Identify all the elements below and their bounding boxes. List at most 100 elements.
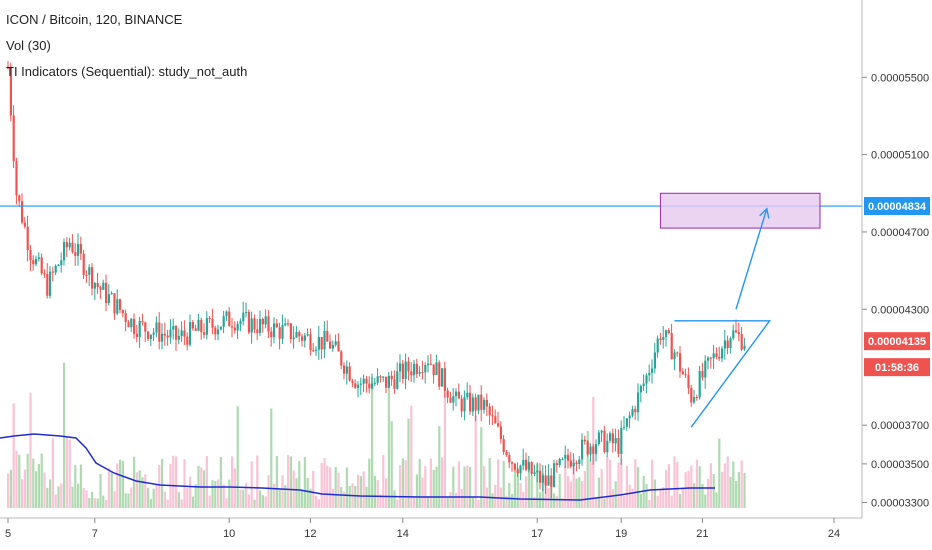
volume-bar xyxy=(46,487,49,508)
candle-body xyxy=(553,463,556,487)
volume-bar xyxy=(337,472,340,508)
candle-body xyxy=(530,462,533,474)
candle-body xyxy=(183,330,186,337)
volume-bar xyxy=(404,460,407,508)
candle-body xyxy=(555,463,558,465)
volume-bar xyxy=(480,427,483,508)
candle-body xyxy=(620,427,623,454)
volume-bar xyxy=(418,459,421,508)
candle-body xyxy=(205,318,208,335)
volume-bar xyxy=(393,490,396,508)
candle-body xyxy=(348,366,351,381)
candle-body xyxy=(250,318,253,333)
volume-bar xyxy=(527,461,530,508)
volume-bar xyxy=(264,496,267,508)
candle-body xyxy=(572,462,575,467)
target-arrow[interactable] xyxy=(735,208,768,310)
ascending-triangle[interactable] xyxy=(674,320,771,428)
volume-bar xyxy=(581,480,584,508)
volume-bar xyxy=(488,457,491,508)
volume-bar xyxy=(474,415,477,508)
drawing-tools[interactable] xyxy=(0,192,862,428)
volume-bar xyxy=(281,475,284,508)
candle-body xyxy=(511,462,514,464)
volume-bar xyxy=(609,459,612,508)
candle-body xyxy=(463,397,466,412)
volume-bar xyxy=(396,499,399,508)
volume-bar xyxy=(121,460,124,508)
volume-bar xyxy=(12,403,15,508)
volume-bar xyxy=(65,435,68,508)
volume-bar xyxy=(130,487,133,508)
volume-bar xyxy=(231,456,234,508)
volume-bar xyxy=(432,470,435,508)
volume-bar xyxy=(505,495,508,508)
volume-bar xyxy=(340,487,343,508)
candle-body xyxy=(18,195,21,202)
candle-body xyxy=(407,361,410,372)
candle-body xyxy=(681,371,684,375)
volume-bar xyxy=(113,491,116,508)
symbol-title[interactable]: ICON / Bitcoin, 120, BINANCE xyxy=(6,12,183,27)
candle-body xyxy=(550,475,553,487)
candle-body xyxy=(421,372,424,374)
volume-bar xyxy=(597,477,600,508)
volume-bar xyxy=(642,475,645,508)
candle-body xyxy=(116,299,119,314)
candle-body xyxy=(141,320,144,323)
candle-body xyxy=(589,446,592,455)
volume-bar xyxy=(513,465,516,508)
volume-bar xyxy=(85,490,88,508)
candle-body xyxy=(295,332,298,338)
volume-bar xyxy=(312,470,315,508)
candle-body xyxy=(701,371,704,378)
volume-bar xyxy=(88,497,91,508)
time-axis[interactable]: 5 7 10 12 14 17 19 21 24 xyxy=(5,518,840,540)
candle-body xyxy=(172,325,175,330)
volume-bar xyxy=(645,484,648,508)
candle-body xyxy=(606,440,609,453)
volume-bar xyxy=(329,467,332,508)
volume-bar xyxy=(343,491,346,508)
candle-body xyxy=(547,475,550,486)
candle-body xyxy=(488,406,491,416)
volume-bar xyxy=(133,456,136,508)
candle-body xyxy=(236,323,239,331)
volume-bar xyxy=(693,483,696,508)
candle-body xyxy=(373,382,376,384)
candle-body xyxy=(726,340,729,349)
ti-indicator-label[interactable]: TI Indicators (Sequential): study_not_au… xyxy=(6,64,248,79)
candle-body xyxy=(71,242,74,253)
volume-bar xyxy=(572,458,575,508)
volume-bar xyxy=(71,486,74,508)
volume-indicator-label[interactable]: Vol (30) xyxy=(6,38,51,53)
volume-bar xyxy=(595,497,598,508)
volume-bar xyxy=(704,494,707,508)
volume-bar xyxy=(533,496,536,508)
volume-bar xyxy=(679,494,682,508)
candle-body xyxy=(49,271,52,296)
volume-ma-line xyxy=(0,433,715,501)
volume-bar xyxy=(116,463,119,508)
price-tick-label: 0.00005100 xyxy=(871,150,929,162)
volume-bar xyxy=(144,474,147,508)
candle-body xyxy=(301,336,304,341)
candle-body xyxy=(729,338,732,349)
candle-body xyxy=(281,325,284,339)
volume-bar xyxy=(617,462,620,508)
candlesticks xyxy=(7,61,746,499)
candle-body xyxy=(189,322,192,345)
candle-body xyxy=(561,458,564,460)
volume-bar xyxy=(261,495,264,508)
volume-bar xyxy=(79,464,82,508)
target-zone-box[interactable] xyxy=(659,192,821,229)
price-axis[interactable]: 0.00005500 0.00005100 0.00004700 0.00004300… xyxy=(862,72,929,510)
volume-bar xyxy=(390,421,393,508)
volume-bar xyxy=(735,481,738,508)
volume-bar xyxy=(141,477,144,508)
volume-bar xyxy=(219,456,222,508)
candle-body xyxy=(191,322,194,329)
candle-body xyxy=(362,378,365,384)
